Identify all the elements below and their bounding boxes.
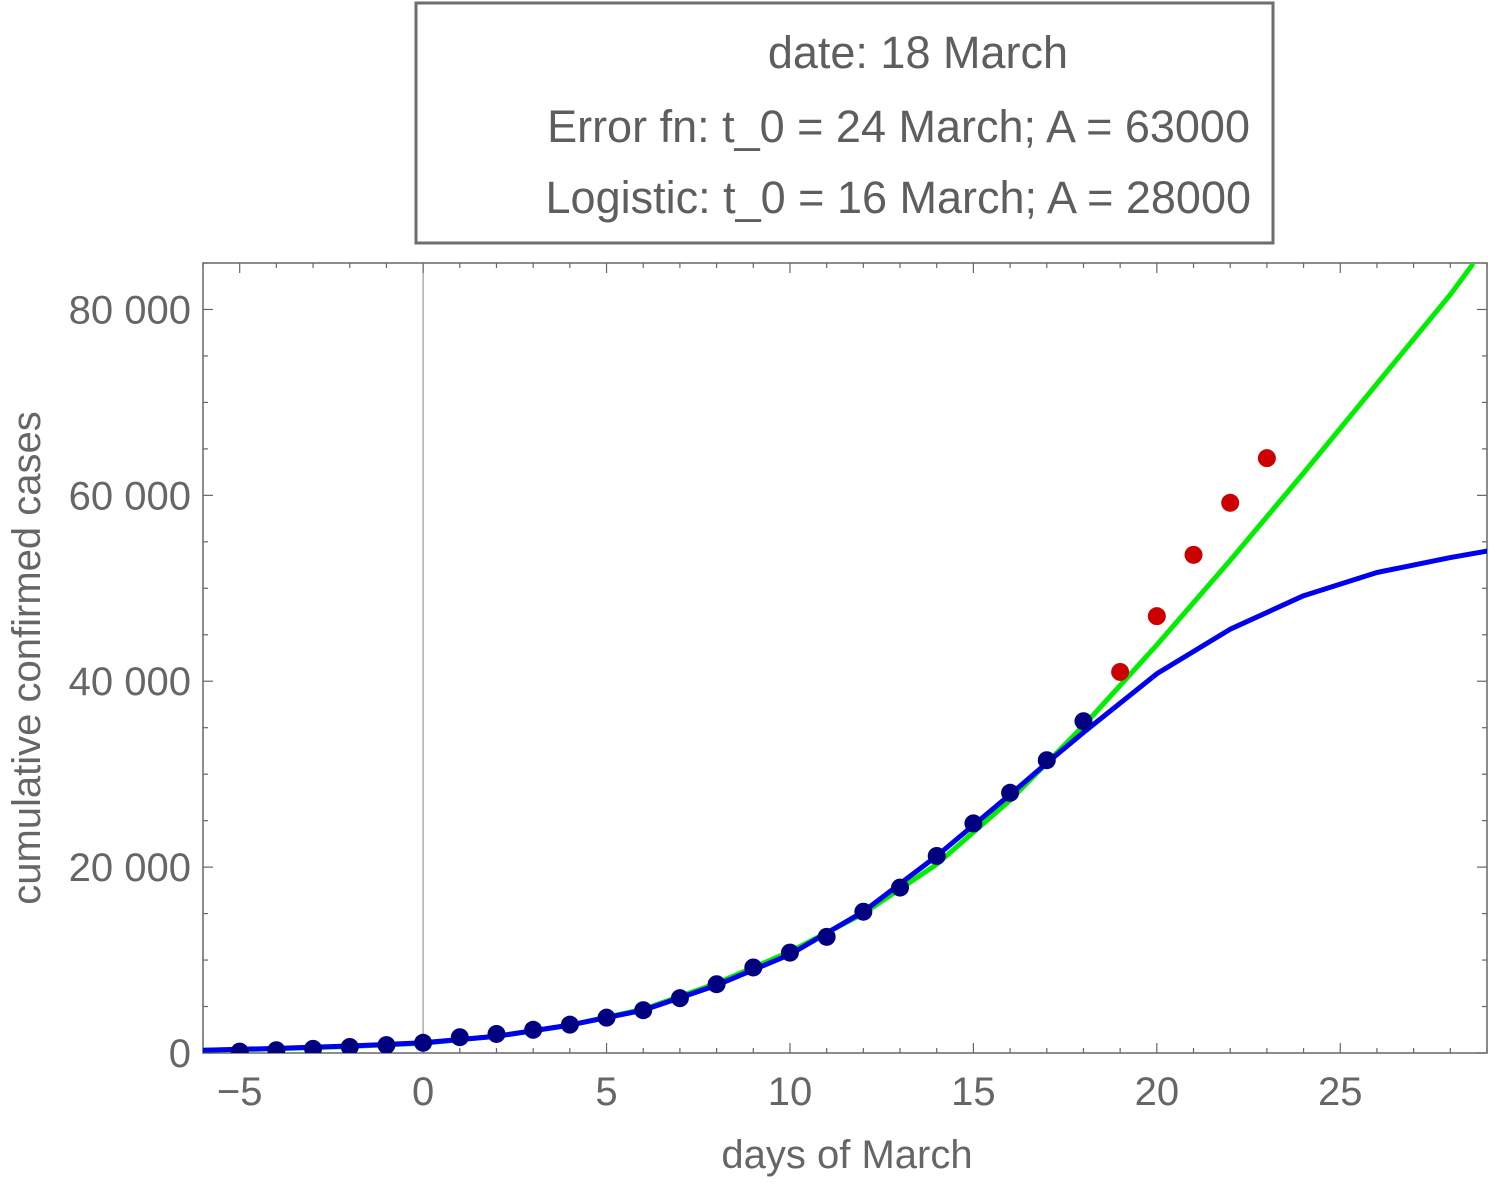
x-tick-label: 20 bbox=[1135, 1070, 1180, 1114]
x-axis-label: days of March bbox=[721, 1133, 972, 1177]
x-tick-label: 0 bbox=[412, 1070, 434, 1114]
x-tick-label: 10 bbox=[768, 1070, 813, 1114]
dark-blue-data-point bbox=[524, 1020, 543, 1039]
plot-frame bbox=[202, 262, 1488, 1054]
red-data-point bbox=[1147, 607, 1166, 626]
dark-blue-data-point bbox=[1001, 783, 1020, 802]
dark-blue-data-point bbox=[744, 958, 763, 977]
green-fit-line bbox=[203, 263, 1475, 1053]
dark-blue-data-point bbox=[670, 989, 689, 1008]
title-line: Logistic: t_0 = 16 March; A = 28000 bbox=[546, 172, 1251, 223]
y-tick-label: 40 000 bbox=[69, 660, 191, 704]
y-tick-label: 80 000 bbox=[69, 288, 191, 332]
red-data-point bbox=[1257, 449, 1276, 468]
dark-blue-data-point bbox=[304, 1039, 323, 1053]
y-tick-label: 0 bbox=[169, 1032, 191, 1076]
red-data-point bbox=[1111, 662, 1130, 681]
x-tick-label: −5 bbox=[217, 1070, 263, 1114]
dark-blue-data-point bbox=[1074, 712, 1093, 731]
title-box bbox=[414, 1, 1275, 245]
dark-blue-data-point bbox=[340, 1037, 359, 1053]
series-group bbox=[203, 263, 1487, 1053]
dark-blue-data-point bbox=[267, 1041, 286, 1053]
x-tick-label: 15 bbox=[951, 1070, 996, 1114]
y-tick-label: 20 000 bbox=[69, 846, 191, 890]
x-tick-label: 25 bbox=[1318, 1070, 1363, 1114]
dark-blue-data-point bbox=[817, 927, 836, 946]
red-data-point bbox=[1184, 545, 1203, 564]
title-box-group: date: 18 March Error fn: t_0 = 24 March; … bbox=[414, 1, 1275, 245]
dark-blue-data-point bbox=[377, 1036, 396, 1053]
axes-group: −5 0 5 10 15 20 25 0 20 000 40 000 60 000 80 000 day… bbox=[5, 262, 1488, 1177]
dark-blue-data-point bbox=[450, 1028, 469, 1047]
dark-blue-data-point bbox=[927, 846, 946, 865]
y-tick-label: 60 000 bbox=[69, 474, 191, 518]
red-data-point bbox=[1221, 493, 1240, 512]
dark-blue-data-point bbox=[560, 1015, 579, 1034]
dark-blue-data-point bbox=[707, 975, 726, 994]
blue-fit-line bbox=[203, 548, 1487, 1053]
dark-blue-data-point bbox=[854, 902, 873, 921]
y-axis-label: cumulative confirmed cases bbox=[5, 411, 49, 905]
dark-blue-data-point bbox=[230, 1042, 249, 1053]
dark-blue-data-point bbox=[597, 1008, 616, 1027]
title-line: date: 18 March bbox=[768, 27, 1068, 78]
dark-blue-data-point bbox=[964, 814, 983, 833]
dark-blue-data-point bbox=[1037, 751, 1056, 770]
dark-blue-data-point bbox=[414, 1033, 433, 1052]
dark-blue-data-point bbox=[780, 943, 799, 962]
title-line: Error fn: t_0 = 24 March; A = 63000 bbox=[547, 101, 1250, 152]
dark-blue-data-point bbox=[487, 1024, 506, 1043]
dark-blue-data-point bbox=[891, 878, 910, 897]
plot-frame-group bbox=[202, 262, 1488, 1054]
dark-blue-data-point bbox=[634, 1001, 653, 1020]
x-tick-label: 5 bbox=[595, 1070, 617, 1114]
